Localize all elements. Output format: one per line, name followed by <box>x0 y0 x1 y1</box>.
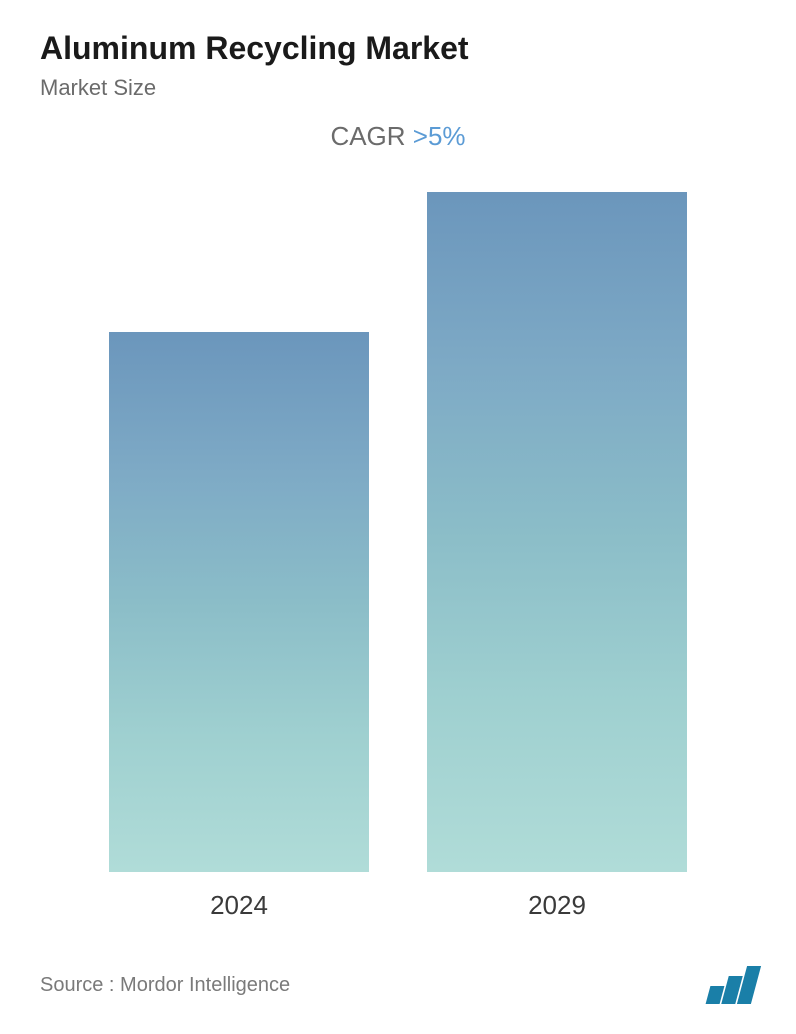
bar-label-0: 2024 <box>210 890 268 921</box>
bar-group-0: 2024 <box>109 332 369 921</box>
bar-label-1: 2029 <box>528 890 586 921</box>
chart-container: Aluminum Recycling Market Market Size CA… <box>0 0 796 1034</box>
chart-subtitle: Market Size <box>40 75 756 101</box>
bar-0 <box>109 332 369 872</box>
logo-bar-icon <box>737 966 761 1004</box>
cagr-label: CAGR <box>330 121 412 151</box>
brand-logo <box>708 966 756 1004</box>
cagr-annotation: CAGR >5% <box>40 121 756 152</box>
chart-plot-area: 2024 2029 <box>40 192 756 941</box>
chart-footer: Source : Mordor Intelligence <box>40 951 756 1014</box>
source-label: Source : <box>40 974 120 996</box>
chart-title: Aluminum Recycling Market <box>40 30 756 67</box>
source-name: Mordor Intelligence <box>120 974 290 996</box>
source-attribution: Source : Mordor Intelligence <box>40 974 290 997</box>
bar-group-1: 2029 <box>427 192 687 921</box>
cagr-value: >5% <box>413 121 466 151</box>
bar-1 <box>427 192 687 872</box>
